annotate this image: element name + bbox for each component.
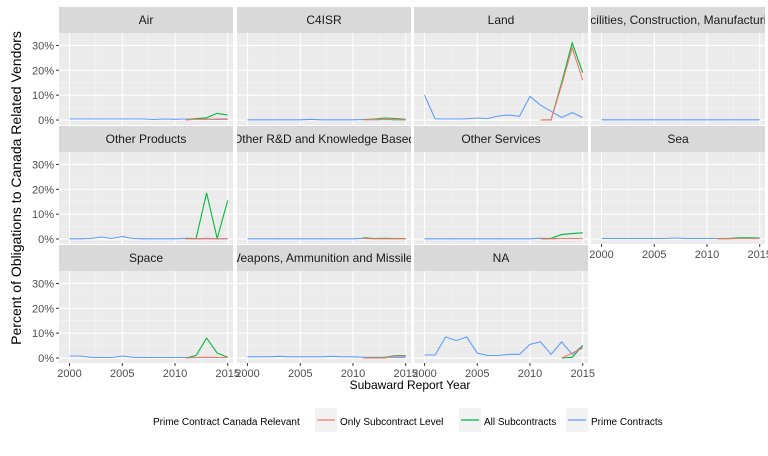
x-axis-title: Subaward Report Year bbox=[350, 378, 471, 392]
y-tick-label: 30% bbox=[32, 278, 54, 290]
x-tick-label: 2005 bbox=[288, 368, 312, 380]
legend-title: Prime Contract Canada Relevant bbox=[153, 417, 300, 428]
y-tick-label: 0% bbox=[38, 234, 54, 246]
legend-label: Only Subcontract Level bbox=[340, 417, 443, 428]
panel-space: Space 0% 10% 20% 30% 2000 2005 2010 2015 bbox=[32, 245, 240, 380]
panel-background bbox=[414, 152, 588, 244]
series-line-only-subcontract-level bbox=[363, 355, 406, 359]
facet-strip bbox=[59, 126, 233, 152]
facet-strip bbox=[237, 245, 411, 271]
x-tick-label: 2015 bbox=[747, 249, 768, 261]
y-tick-label: 20% bbox=[32, 65, 54, 77]
facet-label: NA bbox=[493, 251, 510, 265]
facet-label: Facilities, Construction, Manufacturing bbox=[576, 13, 768, 27]
panel-weapons-ammunition-and-missiles: Weapons, Ammunition and Missiles 2000 2005… bbox=[229, 245, 418, 380]
panel-land: Land bbox=[414, 7, 588, 125]
x-tick-label: 2005 bbox=[465, 368, 489, 380]
panel-background bbox=[237, 271, 411, 363]
panel-background bbox=[414, 33, 588, 125]
panels-layer: Air 0% 10% 20% 30% C4ISR Land Facilities, Const… bbox=[32, 7, 768, 380]
series-line-prime-contracts bbox=[423, 94, 583, 120]
facet-strip bbox=[414, 245, 588, 271]
y-tick-label: 10% bbox=[32, 209, 54, 221]
x-tick-label: 2010 bbox=[695, 249, 719, 261]
panel-other-r-d-and-knowledge-based: Other R&D and Knowledge Based bbox=[233, 126, 415, 244]
series-line-only-subcontract-level bbox=[540, 46, 584, 121]
panel-background bbox=[237, 152, 411, 244]
y-axis-title: Percent of Obligations to Canada Related… bbox=[8, 31, 24, 345]
facet-label: Space bbox=[129, 251, 163, 265]
legend-entry-all-subcontracts: All Subcontracts bbox=[459, 408, 556, 432]
facet-strip bbox=[59, 7, 233, 33]
panel-sea: Sea 2000 2005 2010 2015 bbox=[589, 126, 768, 261]
facet-strip bbox=[414, 126, 588, 152]
facet-label: Weapons, Ammunition and Missiles bbox=[229, 251, 418, 265]
panel-na: NA 2000 2005 2010 2015 bbox=[412, 245, 595, 380]
x-tick-label: 2005 bbox=[110, 368, 134, 380]
x-tick-label: 2000 bbox=[57, 368, 81, 380]
y-tick-label: 30% bbox=[32, 40, 54, 52]
series-line-only-subcontract-level bbox=[185, 118, 228, 121]
x-tick-label: 2005 bbox=[642, 249, 666, 261]
x-tick-label: 2000 bbox=[412, 368, 436, 380]
facet-strip bbox=[414, 7, 588, 33]
y-tick-label: 20% bbox=[32, 303, 54, 315]
series-line-only-subcontract-level bbox=[185, 356, 228, 359]
series-line-only-subcontract-level bbox=[185, 237, 228, 240]
x-tick-label: 2000 bbox=[589, 249, 613, 261]
facet-strip bbox=[591, 7, 765, 33]
facet-strip bbox=[237, 7, 411, 33]
y-tick-label: 0% bbox=[38, 115, 54, 127]
x-tick-label: 2015 bbox=[393, 368, 417, 380]
x-tick-label: 2010 bbox=[341, 368, 365, 380]
facet-strip bbox=[591, 126, 765, 152]
panel-background bbox=[59, 271, 233, 363]
series-line-only-subcontract-level bbox=[561, 347, 583, 359]
series-line-only-subcontract-level bbox=[540, 237, 583, 240]
panel-background bbox=[591, 152, 765, 244]
panel-c4isr: C4ISR bbox=[237, 7, 411, 125]
panel-air: Air 0% 10% 20% 30% bbox=[32, 7, 233, 127]
panel-facilities-construction-manufacturing: Facilities, Construction, Manufacturing bbox=[576, 7, 768, 125]
series-line-only-subcontract-level bbox=[363, 118, 406, 121]
y-tick-label: 10% bbox=[32, 90, 54, 102]
panel-other-products: Other Products 0% 10% 20% 30% bbox=[32, 126, 233, 246]
x-tick-label: 2000 bbox=[235, 368, 259, 380]
x-tick-label: 2010 bbox=[163, 368, 187, 380]
legend-label: Prime Contracts bbox=[591, 417, 663, 428]
panel-background bbox=[591, 33, 765, 125]
panel-background bbox=[414, 271, 588, 363]
legend-entry-prime-contracts: Prime Contracts bbox=[566, 408, 663, 432]
panel-background bbox=[59, 33, 233, 125]
x-tick-label: 2015 bbox=[215, 368, 239, 380]
legend-entry-only-subcontract-level: Only Subcontract Level bbox=[315, 408, 443, 432]
facet-label: Land bbox=[488, 13, 515, 27]
facet-label: Sea bbox=[667, 132, 689, 146]
facet-label: Other Products bbox=[106, 132, 187, 146]
panel-other-services: Other Services bbox=[414, 126, 588, 244]
facet-label: C4ISR bbox=[306, 13, 342, 27]
facet-label: Air bbox=[139, 13, 154, 27]
facet-label: Other R&D and Knowledge Based bbox=[233, 132, 415, 146]
panel-background bbox=[59, 152, 233, 244]
facet-strip bbox=[59, 245, 233, 271]
y-tick-label: 30% bbox=[32, 159, 54, 171]
y-tick-label: 0% bbox=[38, 353, 54, 365]
legend-label: All Subcontracts bbox=[484, 417, 556, 428]
y-tick-label: 10% bbox=[32, 328, 54, 340]
series-line-prime-contracts bbox=[424, 336, 584, 357]
y-tick-label: 20% bbox=[32, 184, 54, 196]
facet-label: Other Services bbox=[461, 132, 540, 146]
facet-strip bbox=[237, 126, 411, 152]
series-line-all-subcontracts bbox=[185, 337, 228, 359]
panel-background bbox=[237, 33, 411, 125]
x-tick-label: 2010 bbox=[518, 368, 542, 380]
x-tick-label: 2015 bbox=[570, 368, 594, 380]
legend: Prime Contract Canada Relevant Only Subc… bbox=[153, 408, 663, 432]
